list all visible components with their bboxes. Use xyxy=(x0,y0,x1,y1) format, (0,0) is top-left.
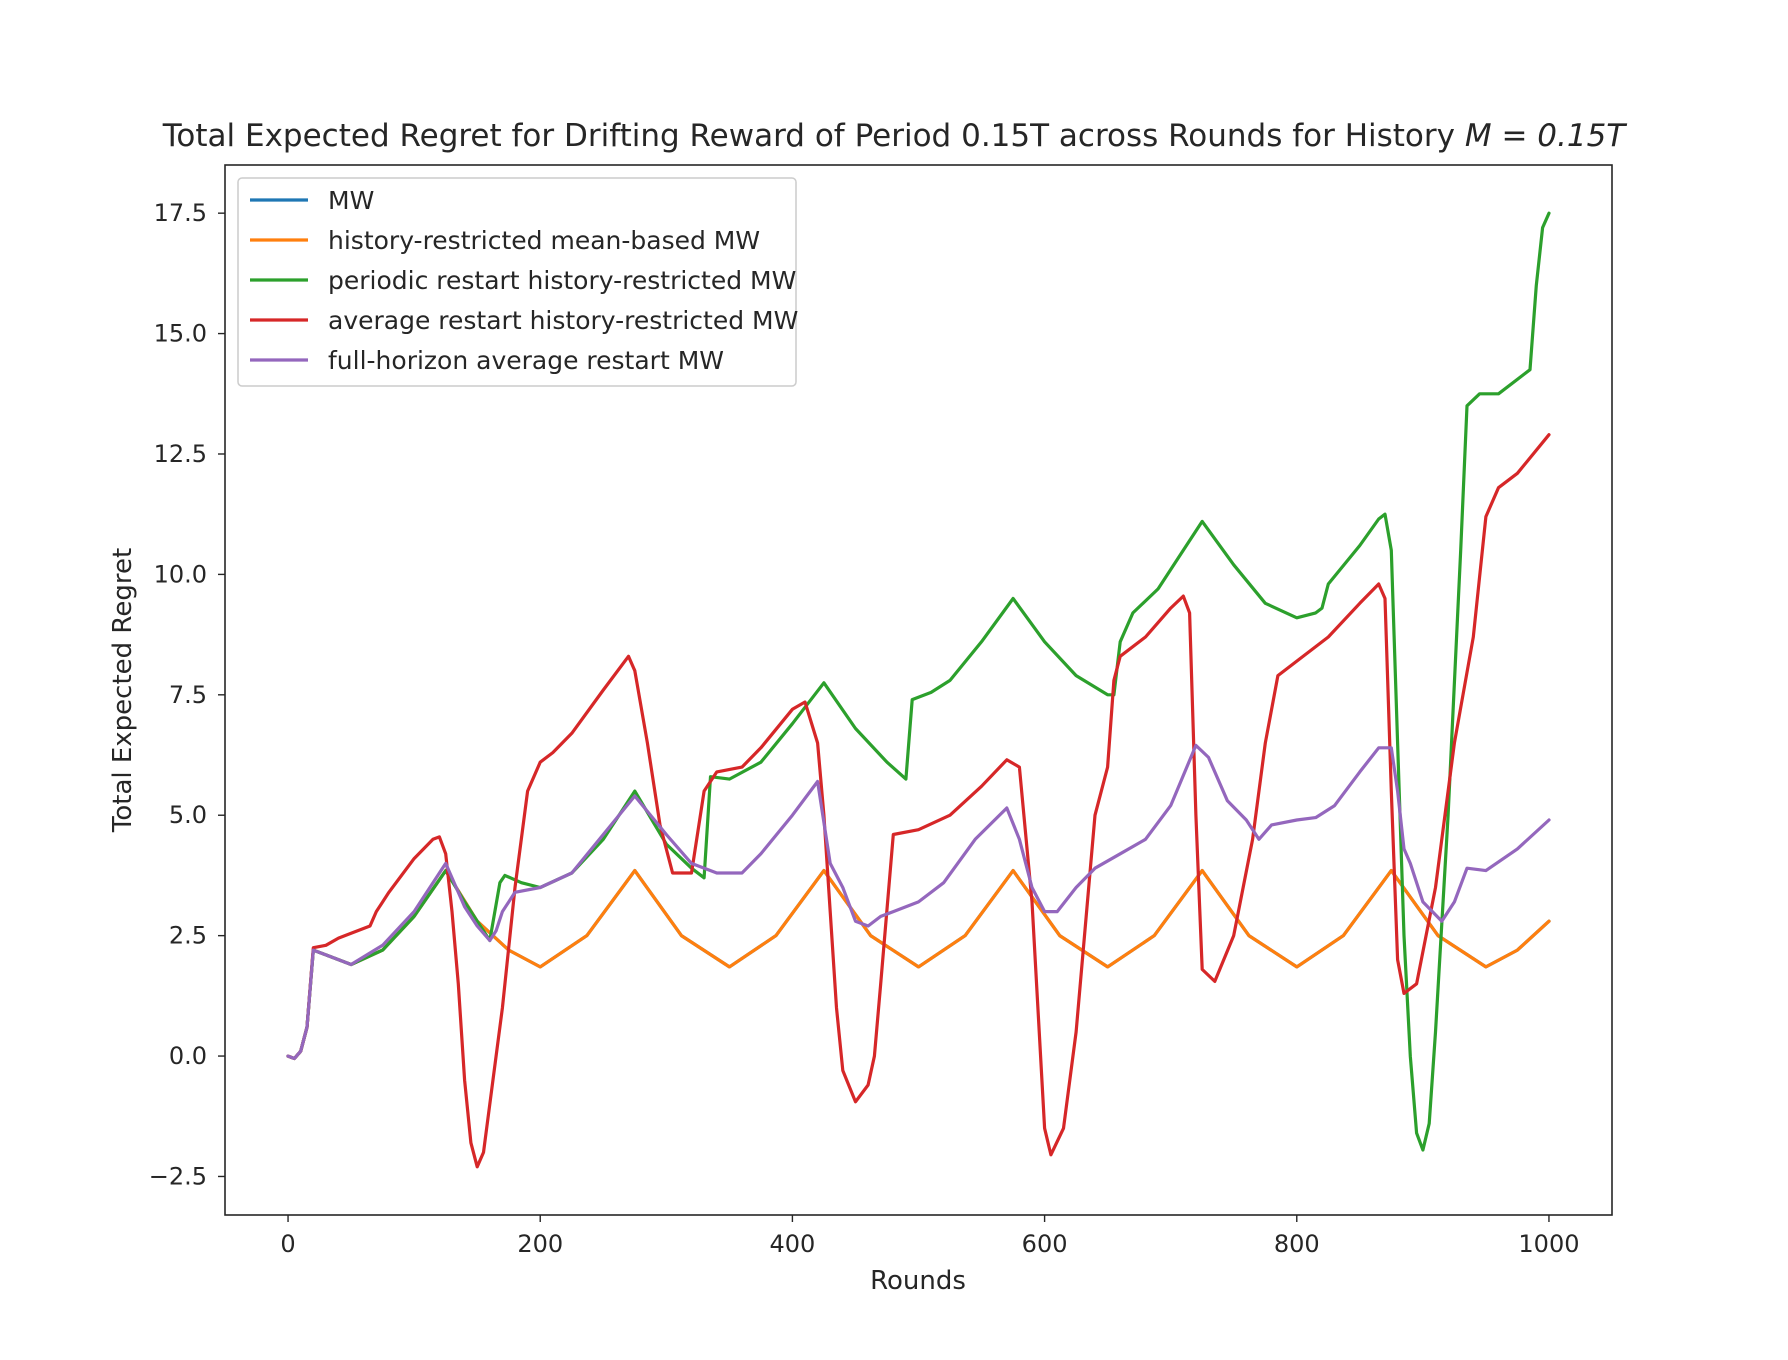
y-tick-label: 0.0 xyxy=(169,1042,207,1070)
legend-box xyxy=(237,177,797,387)
legend-label: average restart history-restricted MW xyxy=(328,306,798,335)
series-layer xyxy=(286,211,1551,1169)
x-tick-label: 400 xyxy=(770,1230,816,1258)
y-tick-label: 5.0 xyxy=(169,801,207,829)
series-line-3 xyxy=(286,433,1551,1169)
legend-label: periodic restart history-restricted MW xyxy=(328,266,796,295)
plot-frame xyxy=(224,164,1613,1216)
legend-label: MW xyxy=(328,186,374,215)
legend-label: full-horizon average restart MW xyxy=(328,346,724,375)
legend: MW history-restricted mean-based MW period… xyxy=(237,177,798,387)
x-tick-label: 200 xyxy=(517,1230,563,1258)
y-tick-label: −2.5 xyxy=(149,1162,207,1190)
x-tick-label: 0 xyxy=(280,1230,295,1258)
y-tick-label: 17.5 xyxy=(154,199,207,227)
x-axis-ticks: 0 200 400 600 800 1000 xyxy=(280,1215,1579,1258)
x-tick-label: 800 xyxy=(1274,1230,1320,1258)
y-axis-ticks: −2.5 0.0 2.5 5.0 7.5 10.0 12.5 15.0 17.5 xyxy=(149,199,225,1190)
x-tick-label: 600 xyxy=(1022,1230,1068,1258)
legend-label: history-restricted mean-based MW xyxy=(328,226,760,255)
x-axis-label: Rounds xyxy=(870,1266,966,1296)
y-tick-label: 15.0 xyxy=(154,320,207,348)
y-tick-label: 2.5 xyxy=(169,922,207,950)
y-axis-label: Total Expected Regret xyxy=(108,548,138,833)
y-tick-label: 10.0 xyxy=(154,560,207,588)
x-tick-label: 1000 xyxy=(1518,1230,1579,1258)
y-tick-label: 12.5 xyxy=(154,440,207,468)
series-line-2 xyxy=(286,211,1551,1152)
chart-title-math: M = 0.15T xyxy=(1465,118,1627,154)
chart-title: Total Expected Regret for Drifting Rewar… xyxy=(162,118,1628,154)
series-line-4 xyxy=(286,743,1551,1061)
y-tick-label: 7.5 xyxy=(169,681,207,709)
